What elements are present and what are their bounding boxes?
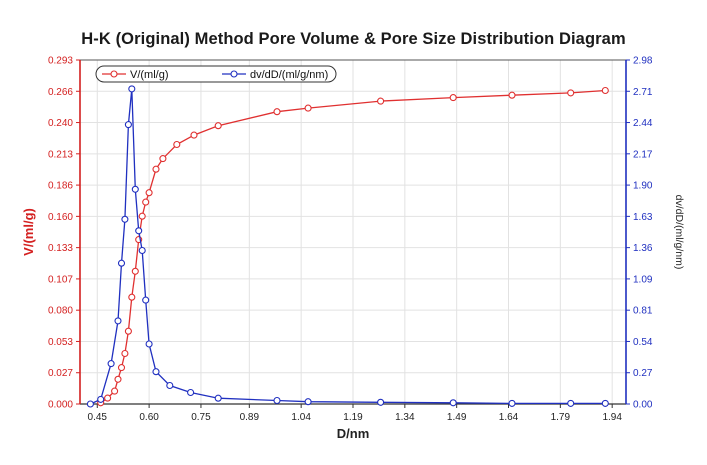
x-tick-label: 0.45 [88, 412, 108, 423]
y-left-tick-label: 0.240 [48, 118, 73, 129]
data-point [567, 89, 575, 97]
data-point [214, 122, 222, 130]
y-right-tick-label: 0.00 [633, 400, 653, 411]
x-tick-label: 0.89 [240, 412, 260, 423]
legend-box [95, 65, 337, 83]
grid-layer [80, 60, 626, 404]
y-right-tick-label: 0.54 [633, 337, 653, 348]
data-point [449, 399, 457, 407]
y-left-tick-label: 0.133 [48, 243, 73, 254]
data-point [107, 360, 115, 368]
y-left-tick-label: 0.160 [48, 212, 73, 223]
x-tick-label: 1.34 [395, 412, 415, 423]
y-right-tick-label: 1.90 [633, 181, 653, 192]
data-point [86, 400, 94, 408]
y-left-tick-label: 0.053 [48, 337, 73, 348]
y-right-tick-label: 2.71 [633, 87, 653, 98]
data-point [273, 108, 281, 116]
legend-marker [110, 70, 118, 78]
data-point [114, 375, 122, 383]
data-point [135, 227, 143, 235]
data-point [124, 327, 132, 335]
data-point [111, 387, 119, 395]
y-right-tick-label: 1.63 [633, 212, 653, 223]
data-point [117, 364, 126, 372]
data-point [131, 185, 139, 193]
data-point [377, 398, 385, 406]
data-point [567, 399, 575, 407]
x-tick-label: 0.75 [191, 412, 211, 423]
y-left-axis-title: V/(ml/g) [21, 208, 36, 256]
legend-marker [230, 70, 238, 78]
y-left-tick-label: 0.107 [48, 274, 73, 285]
y-right-tick-label: 0.27 [633, 368, 653, 379]
y-right-tick-label: 2.98 [633, 56, 653, 67]
data-point [273, 396, 281, 405]
y-right-tick-label: 1.36 [633, 243, 653, 254]
x-tick-label: 0.60 [139, 412, 159, 423]
data-point [166, 381, 174, 390]
data-point [121, 349, 129, 358]
y-right-tick-label: 2.44 [633, 118, 653, 129]
data-point [601, 86, 609, 95]
data-point [377, 97, 385, 105]
data-point [304, 398, 312, 406]
data-point [128, 85, 136, 93]
legend: V/(ml/g) dv/dD/(ml/g/nm) [95, 65, 337, 83]
axes-layer: 0.000 0.00 0.027 0.27 0.053 0.54 0.080 0.81 0.10… [21, 56, 685, 442]
x-tick-label: 1.64 [499, 412, 519, 423]
y-left-tick-label: 0.266 [48, 87, 73, 98]
data-point [449, 94, 457, 102]
y-right-tick-label: 1.09 [633, 274, 653, 285]
data-point [138, 246, 146, 255]
data-point [124, 121, 132, 129]
data-point [142, 198, 150, 206]
data-point [114, 317, 122, 325]
data-point [214, 394, 222, 402]
x-tick-label: 1.04 [291, 412, 311, 423]
x-tick-label: 1.94 [602, 412, 622, 423]
y-right-tick-label: 0.81 [633, 306, 653, 317]
series-layer [86, 85, 609, 408]
data-point [145, 189, 153, 197]
data-point [138, 212, 146, 220]
x-axis-title: D/nm [337, 426, 370, 441]
y-left-tick-label: 0.000 [48, 400, 73, 411]
data-point [97, 395, 105, 403]
data-point [601, 399, 609, 407]
data-point [145, 340, 153, 348]
data-point [117, 259, 126, 267]
y-left-tick-label: 0.293 [48, 56, 73, 67]
data-point [128, 293, 136, 301]
data-point [121, 215, 129, 223]
y-right-axis-title: dv/dD/(ml/g/nm) [673, 195, 685, 270]
data-point [159, 155, 167, 163]
data-point [104, 394, 112, 402]
series-line-distribution [90, 88, 606, 405]
data-point [131, 267, 139, 275]
y-left-tick-label: 0.027 [48, 368, 73, 379]
x-tick-label: 1.19 [343, 412, 363, 423]
data-point [190, 131, 198, 139]
data-point [508, 91, 516, 99]
data-point [152, 165, 160, 173]
data-point [142, 296, 150, 304]
x-tick-label: 1.49 [447, 412, 467, 423]
data-point [304, 104, 312, 112]
legend-item-distribution: dv/dD/(ml/g/nm) [250, 69, 328, 81]
legend-item-volume: V/(ml/g) [130, 69, 169, 81]
y-left-tick-label: 0.080 [48, 306, 73, 317]
data-point [187, 388, 195, 397]
data-point [152, 368, 160, 376]
y-right-tick-label: 2.17 [633, 149, 653, 160]
x-tick-label: 1.79 [551, 412, 571, 423]
data-point [173, 140, 181, 149]
y-left-tick-label: 0.213 [48, 149, 73, 160]
y-left-tick-label: 0.186 [48, 181, 73, 192]
chart-title: H-K (Original) Method Pore Volume & Pore… [81, 30, 626, 48]
data-point [508, 399, 516, 407]
